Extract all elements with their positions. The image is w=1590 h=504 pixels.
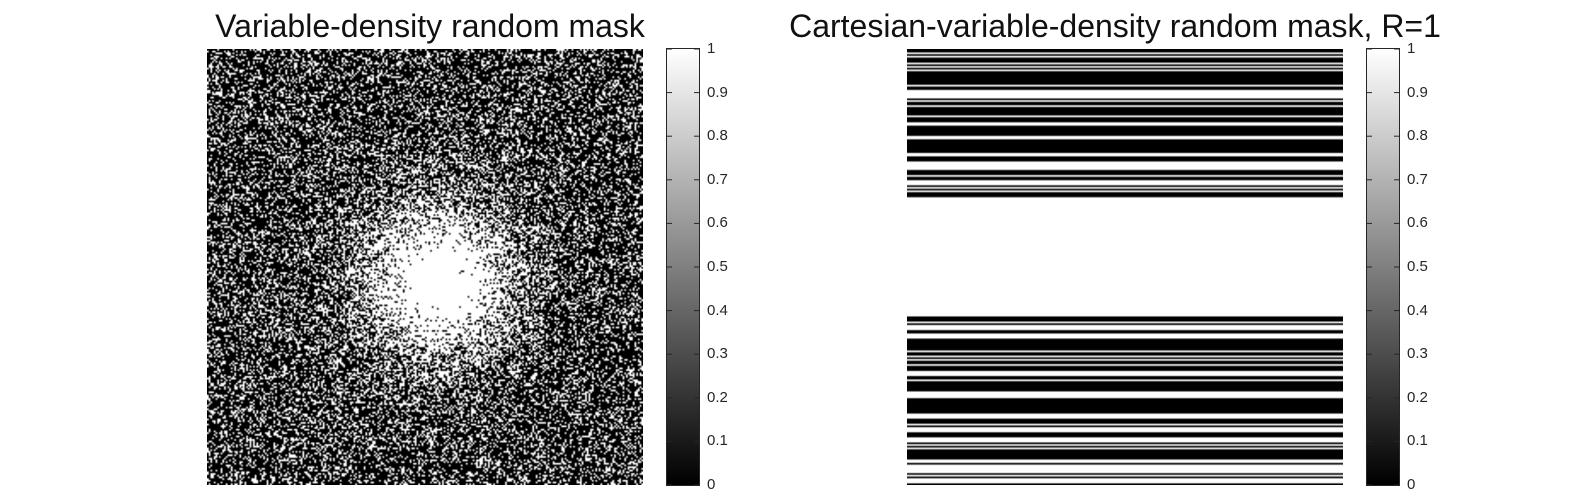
colorbar-tick-label: 0.7 — [1407, 170, 1428, 188]
colorbar-tick-label: 1 — [1407, 40, 1416, 57]
variable-density-mask-image — [207, 49, 643, 485]
colorbar-tick-label: 0.5 — [1407, 258, 1428, 275]
colorbar-tick-label: 0.2 — [707, 388, 728, 406]
right-colorbar-ticks — [1367, 48, 1399, 486]
colorbar-tick-label: 0.7 — [707, 170, 728, 188]
colorbar-tick-label: 0 — [1407, 476, 1416, 493]
right-colorbar: 0 0.1 0.2 0.3 0.4 0.5 0.6 0.7 0.8 0.9 1 — [1366, 41, 1428, 493]
colorbar-tick-label: 0.9 — [707, 83, 728, 101]
colorbar-tick-label: 0.8 — [1407, 127, 1428, 145]
colorbar-tick-label: 1 — [707, 40, 716, 57]
colorbar-tick-label: 0.1 — [707, 432, 728, 450]
colorbar-tick-label: 0.3 — [707, 345, 728, 363]
colorbar-tick-label: 0.1 — [1407, 432, 1428, 450]
colorbar-tick-label: 0.6 — [1407, 214, 1428, 232]
colorbar-tick-label: 0.5 — [707, 258, 728, 275]
colorbar-tick-label: 0.2 — [1407, 388, 1428, 406]
left-colorbar-ticks — [667, 48, 699, 486]
colorbar-tick-label: 0.4 — [1407, 301, 1428, 319]
colorbar-tick-label: 0.4 — [707, 301, 728, 319]
left-colorbar: 0 0.1 0.2 0.3 0.4 0.5 0.6 0.7 0.8 0.9 1 — [666, 41, 728, 493]
cartesian-mask-image — [907, 49, 1343, 485]
right-colorbar-gradient — [1366, 48, 1400, 486]
left-chart-title: Variable-density random mask — [215, 8, 645, 44]
colorbar-tick-label: 0.8 — [707, 127, 728, 145]
colorbar-tick-label: 0.3 — [1407, 345, 1428, 363]
colorbar-tick-label: 0 — [707, 476, 716, 493]
colorbar-tick-label: 0.9 — [1407, 83, 1428, 101]
right-chart-title: Cartesian-variable-density random mask, … — [789, 8, 1441, 44]
left-colorbar-gradient — [666, 48, 700, 486]
colorbar-tick-label: 0.6 — [707, 214, 728, 232]
